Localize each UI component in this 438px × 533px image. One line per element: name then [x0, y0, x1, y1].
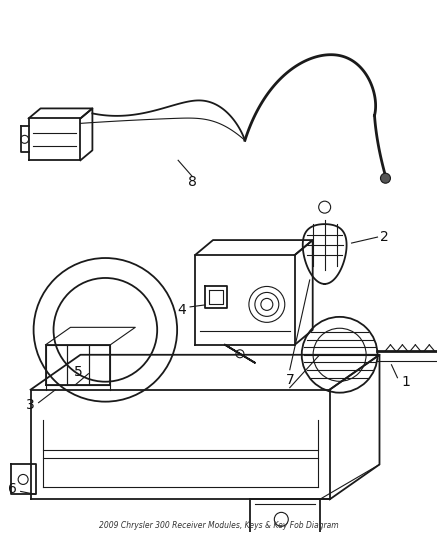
Text: 7: 7 — [286, 373, 294, 387]
Text: 8: 8 — [187, 175, 197, 189]
Text: 1: 1 — [401, 375, 410, 389]
Text: 5: 5 — [74, 365, 83, 379]
Text: 6: 6 — [8, 482, 17, 496]
Text: 3: 3 — [26, 398, 35, 411]
Circle shape — [381, 173, 390, 183]
Text: 4: 4 — [178, 303, 187, 317]
Text: 2: 2 — [380, 230, 389, 244]
Text: 2009 Chrysler 300 Receiver Modules, Keys & Key Fob Diagram: 2009 Chrysler 300 Receiver Modules, Keys… — [99, 521, 339, 530]
